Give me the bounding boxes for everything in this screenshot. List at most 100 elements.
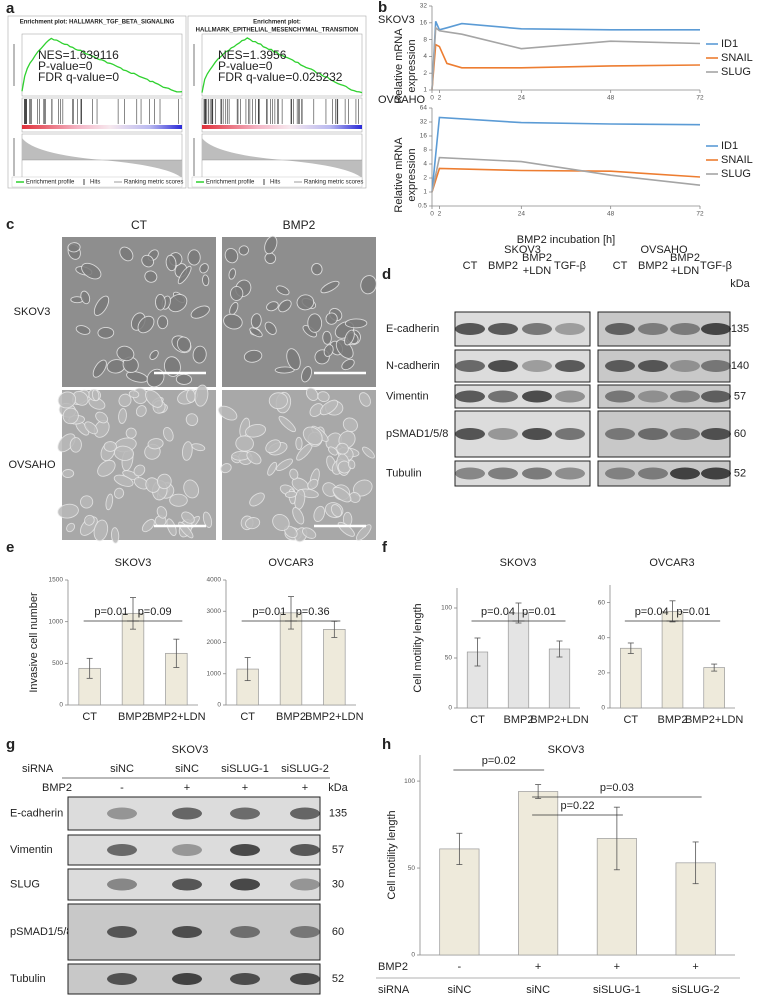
- row-label: OVSAHO: [8, 459, 56, 471]
- row-label: E-cadherin: [10, 807, 63, 819]
- treatment-label: +: [614, 961, 620, 973]
- x-tick-label: 2: [438, 95, 442, 102]
- gsea-stat: FDR q-value=0: [38, 70, 119, 84]
- cell: [62, 469, 75, 478]
- x-tick-label: BMP2: [118, 711, 148, 723]
- y-tick-label: 16: [420, 133, 428, 140]
- cell: [275, 458, 294, 471]
- gsea-stat: NES=1.639116: [38, 48, 119, 62]
- band: [488, 467, 518, 480]
- cell: [177, 265, 192, 285]
- cell: [92, 359, 107, 378]
- cell: [341, 358, 355, 371]
- band: [522, 467, 552, 480]
- cell: [119, 246, 134, 262]
- x-tick-label: CT: [240, 711, 255, 723]
- column-label: BMP2: [283, 218, 316, 232]
- cell: [302, 527, 317, 539]
- band: [290, 878, 320, 891]
- kda-label: 135: [329, 807, 347, 819]
- cell: [264, 321, 277, 335]
- row-header: siRNA: [378, 984, 410, 996]
- y-tick-label: 1500: [49, 577, 64, 584]
- cell: [165, 254, 177, 272]
- cell: [292, 507, 305, 525]
- series-line: [431, 26, 701, 91]
- row-header: BMP2: [42, 782, 72, 794]
- band: [290, 807, 320, 820]
- lane-label: +LDN: [671, 265, 699, 277]
- y-tick-label: 0: [59, 702, 63, 709]
- y-axis-label: expression: [406, 148, 418, 201]
- band: [605, 390, 635, 403]
- cell: [278, 299, 292, 313]
- cell: [309, 403, 324, 418]
- row-header: BMP2: [378, 961, 408, 973]
- panel-label: f: [382, 539, 388, 556]
- band: [638, 467, 668, 480]
- cell: [67, 242, 81, 253]
- legend-label: Enrichment profile: [26, 180, 75, 186]
- cell: [110, 527, 120, 544]
- lane-label: CT: [463, 260, 478, 272]
- chart-title: OVSAHO: [378, 94, 426, 106]
- cell: [238, 245, 249, 256]
- legend-frame: [191, 176, 363, 188]
- annotation: p=0.01: [94, 606, 128, 618]
- lane-label: siNC: [110, 763, 134, 775]
- row-label: Vimentin: [386, 390, 429, 402]
- y-tick-label: 1000: [207, 670, 222, 677]
- x-tick-label: 24: [518, 211, 526, 218]
- cell: [97, 326, 115, 339]
- y-tick-label: 20: [598, 670, 606, 677]
- annotation: p=0.36: [296, 606, 330, 618]
- cell: [69, 437, 82, 453]
- chart-title: SKOV3: [548, 744, 585, 756]
- cell: [337, 460, 352, 474]
- panel-label: d: [382, 266, 391, 283]
- band: [670, 428, 700, 440]
- x-tick-label: BMP2+LDN: [685, 714, 743, 726]
- y-tick-label: 4000: [207, 577, 222, 584]
- y-tick-label: 0: [448, 705, 452, 712]
- cell: [302, 426, 323, 446]
- cell: [328, 446, 338, 456]
- cell: [245, 517, 261, 530]
- x-tick-label: 48: [607, 95, 615, 102]
- lane-label: siSLUG-2: [281, 763, 329, 775]
- row-label: Vimentin: [10, 844, 53, 856]
- cell: [116, 345, 135, 362]
- y-axis-label: Cell motility length: [412, 603, 424, 692]
- cell: [230, 285, 244, 301]
- y-tick-label: 8: [423, 36, 427, 43]
- cell: [125, 427, 137, 439]
- legend-label: Hits: [270, 180, 280, 186]
- cell: [186, 389, 196, 403]
- cell: [167, 293, 188, 313]
- cell: [93, 519, 109, 542]
- x-tick-label: BMP2+LDN: [530, 714, 588, 726]
- band: [522, 428, 552, 440]
- band: [455, 428, 485, 440]
- cell: [190, 305, 210, 319]
- es-plot: [21, 33, 183, 97]
- x-tick-label: siNC: [447, 984, 471, 996]
- cell: [284, 490, 298, 498]
- band: [488, 360, 518, 372]
- es-curve: [201, 37, 363, 94]
- y-tick-label: 40: [598, 634, 606, 641]
- cell: [187, 249, 201, 266]
- cell: [191, 443, 206, 452]
- band: [230, 973, 260, 985]
- cell: [176, 336, 192, 353]
- series-line: [431, 156, 701, 193]
- band: [670, 390, 700, 403]
- band: [701, 360, 731, 372]
- cell: [133, 464, 146, 477]
- lane-label: siSLUG-1: [221, 763, 269, 775]
- band: [107, 878, 137, 891]
- lane-label: -: [120, 782, 124, 794]
- cell: [296, 294, 315, 311]
- cell: [84, 514, 95, 526]
- lane-label: BMP2: [670, 252, 700, 264]
